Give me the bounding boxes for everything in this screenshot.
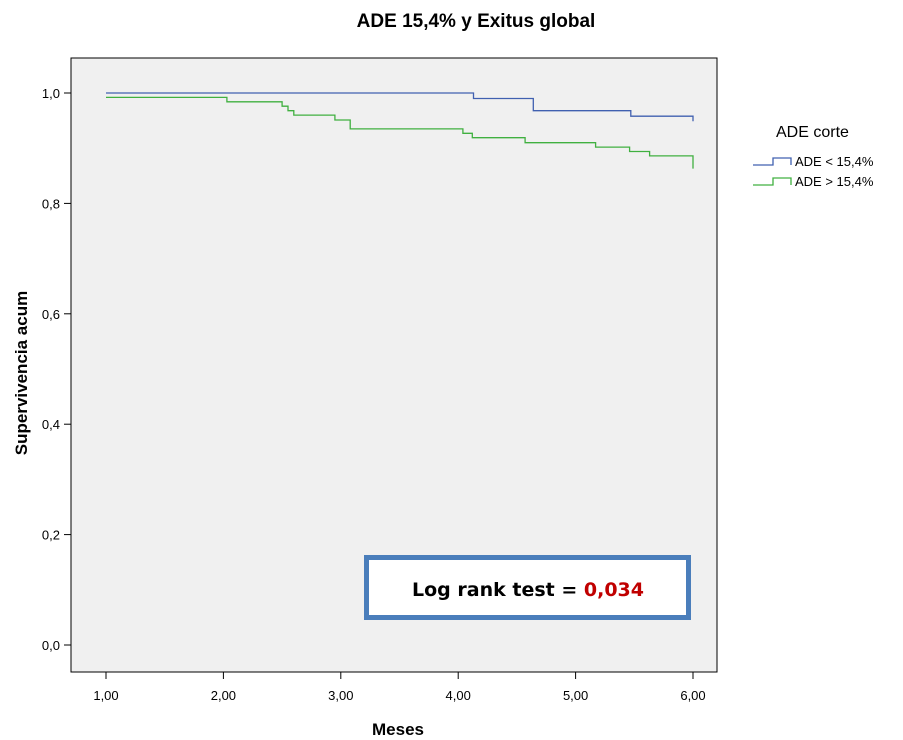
y-tick-label: 0,2	[42, 528, 60, 543]
legend-symbol	[753, 157, 792, 166]
x-tick-label: 6,00	[680, 688, 705, 703]
x-tick-label: 1,00	[93, 688, 118, 703]
chart-title: ADE 15,4% y Exitus global	[357, 11, 596, 32]
legend-symbol	[753, 177, 792, 186]
y-axis-ticks: 0,0 0,2 0,4 0,6 0,8 1,0	[42, 86, 71, 653]
legend-title: ADE corte	[776, 124, 849, 141]
curve-ade-below	[106, 92, 694, 122]
y-tick-label: 0,0	[42, 638, 60, 653]
y-tick-label: 0,4	[42, 417, 60, 432]
x-axis-ticks: 1,00 2,00 3,00 4,00 5,00 6,00	[93, 672, 706, 703]
legend-label: ADE < 15,4%	[795, 154, 874, 169]
y-axis-label: Supervivencia acum	[12, 291, 31, 455]
x-tick-label: 2,00	[211, 688, 236, 703]
annotation-value: 0,034	[584, 579, 644, 601]
curve-ade-above	[106, 96, 694, 169]
annotation-text: Log rank test = 0,034	[412, 579, 644, 601]
annotation-label: Log rank test =	[412, 579, 584, 601]
y-tick-label: 1,0	[42, 86, 60, 101]
legend: ADE < 15,4% ADE > 15,4%	[753, 154, 874, 189]
annotation-box	[364, 555, 691, 620]
log-rank-annotation: Log rank test = 0,034	[364, 555, 691, 620]
x-axis-label: Meses	[372, 720, 424, 739]
y-tick-label: 0,8	[42, 196, 60, 211]
survival-curves	[106, 92, 694, 169]
x-tick-label: 4,00	[446, 688, 471, 703]
y-tick-label: 0,6	[42, 307, 60, 322]
x-tick-label: 5,00	[563, 688, 588, 703]
legend-label: ADE > 15,4%	[795, 174, 874, 189]
x-tick-label: 3,00	[328, 688, 353, 703]
